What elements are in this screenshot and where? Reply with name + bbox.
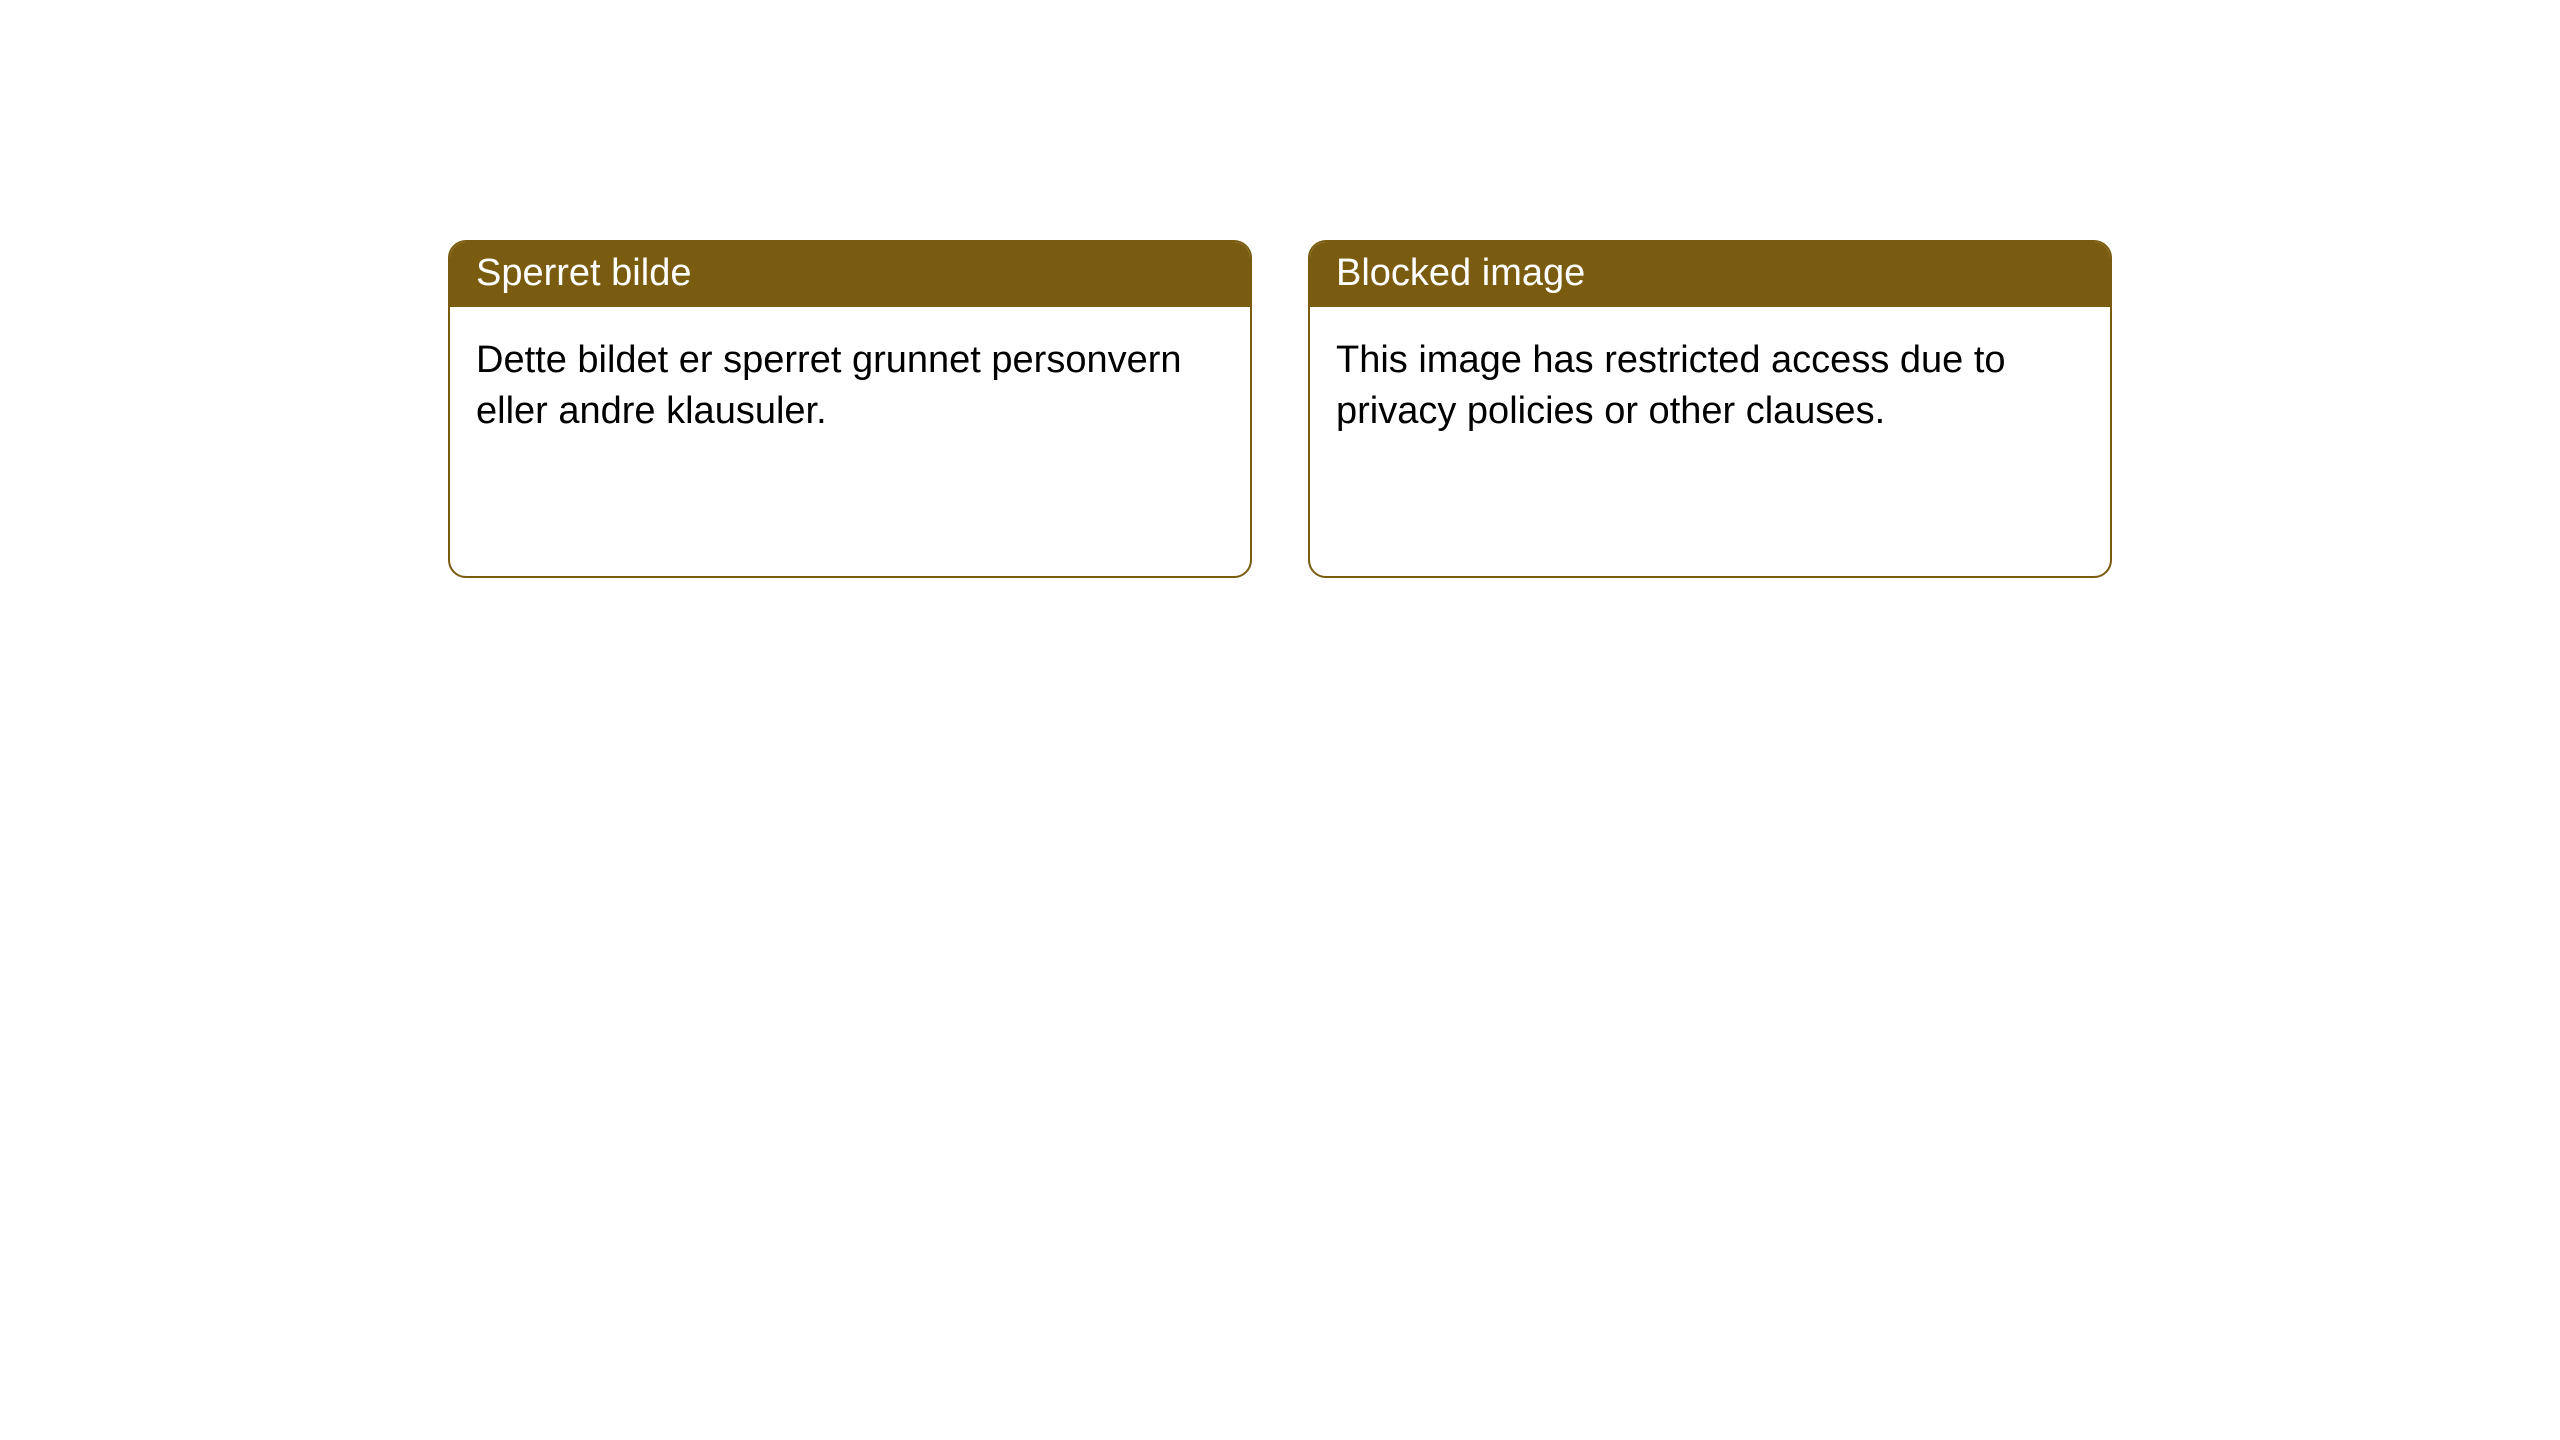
notice-card-norwegian: Sperret bilde Dette bildet er sperret gr… [448, 240, 1252, 578]
notice-title-english: Blocked image [1336, 252, 1585, 294]
notice-body-english: This image has restricted access due to … [1310, 307, 2110, 465]
notice-text-english: This image has restricted access due to … [1336, 339, 2006, 432]
notice-card-english: Blocked image This image has restricted … [1308, 240, 2112, 578]
notice-header-english: Blocked image [1310, 242, 2110, 307]
notice-container: Sperret bilde Dette bildet er sperret gr… [0, 0, 2560, 578]
notice-title-norwegian: Sperret bilde [476, 252, 691, 294]
notice-text-norwegian: Dette bildet er sperret grunnet personve… [476, 339, 1182, 432]
notice-body-norwegian: Dette bildet er sperret grunnet personve… [450, 307, 1250, 465]
notice-header-norwegian: Sperret bilde [450, 242, 1250, 307]
